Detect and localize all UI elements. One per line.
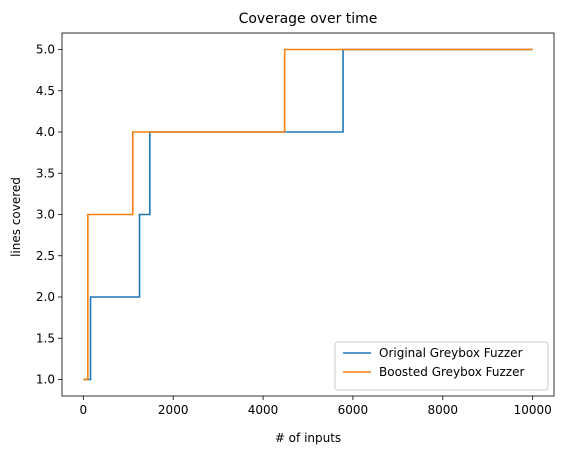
y-tick-label: 5.0 bbox=[36, 43, 55, 57]
legend-label: Boosted Greybox Fuzzer bbox=[379, 365, 524, 379]
legend: Original Greybox Fuzzer Boosted Greybox F… bbox=[334, 341, 549, 391]
axis-ticks: 0 2000 4000 6000 8000 10000 1.0 1.5 2.0 2.5 3.0 3.5… bbox=[36, 43, 552, 418]
x-axis-label: # of inputs bbox=[275, 431, 341, 445]
y-tick-label: 3.0 bbox=[36, 208, 55, 222]
series-line-original-greybox-fuzzer bbox=[83, 48, 533, 381]
legend-box bbox=[334, 341, 549, 391]
y-tick-label: 1.5 bbox=[36, 331, 55, 345]
series-line-boosted-greybox-fuzzer bbox=[83, 48, 533, 381]
y-axis-label: lines covered bbox=[9, 177, 23, 257]
plot-area bbox=[83, 48, 533, 381]
axes-frame bbox=[61, 32, 555, 397]
y-tick-label: 2.0 bbox=[36, 290, 55, 304]
y-tick-label: 1.0 bbox=[36, 373, 55, 387]
y-tick-label: 4.0 bbox=[36, 125, 55, 139]
chart-title: Coverage over time bbox=[239, 11, 378, 27]
x-tick-label: 4000 bbox=[248, 403, 279, 417]
y-tick-label: 2.5 bbox=[36, 249, 55, 263]
y-tick-label: 3.5 bbox=[36, 166, 55, 180]
x-tick-label: 10000 bbox=[514, 403, 552, 417]
y-tick-label: 4.5 bbox=[36, 84, 55, 98]
x-tick-label: 0 bbox=[80, 403, 88, 417]
x-tick-label: 8000 bbox=[428, 403, 459, 417]
legend-label: Original Greybox Fuzzer bbox=[379, 346, 523, 360]
x-tick-label: 6000 bbox=[338, 403, 369, 417]
x-tick-label: 2000 bbox=[158, 403, 189, 417]
